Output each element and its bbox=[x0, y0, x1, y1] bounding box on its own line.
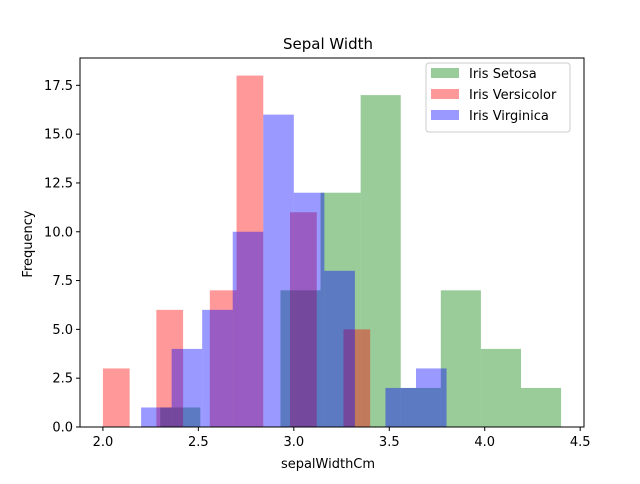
y-tick-label: 15.0 bbox=[44, 128, 73, 143]
bar-iris-virginica-5 bbox=[293, 192, 325, 427]
y-tick-label: 2.5 bbox=[52, 372, 73, 387]
y-axis: 0.0 2.5 5.0 7.5 10.0 12.5 15.0 17.5 bbox=[44, 79, 80, 436]
bars-layer bbox=[102, 75, 562, 428]
bar-iris-setosa-0 bbox=[160, 407, 201, 427]
bar-iris-virginica-4 bbox=[263, 114, 294, 427]
bar-iris-virginica-6 bbox=[324, 270, 355, 427]
y-tick-label: 7.5 bbox=[52, 274, 73, 289]
bar-iris-virginica-3 bbox=[232, 231, 264, 427]
y-tick-label: 17.5 bbox=[44, 79, 73, 94]
x-tick-label: 4.0 bbox=[474, 435, 495, 450]
x-tick-label: 2.0 bbox=[93, 435, 114, 450]
bar-iris-versicolor-9 bbox=[343, 329, 371, 427]
y-tick-label: 10.0 bbox=[44, 225, 73, 240]
x-tick-label: 3.0 bbox=[283, 435, 304, 450]
legend-label-iris-setosa: Iris Setosa bbox=[469, 67, 537, 82]
y-tick-label: 12.5 bbox=[44, 176, 73, 191]
plot-frame bbox=[79, 57, 585, 428]
bar-iris-setosa-7 bbox=[440, 290, 481, 427]
legend-frame bbox=[425, 62, 571, 133]
bar-iris-setosa-5 bbox=[360, 95, 401, 427]
bar-iris-virginica-0 bbox=[141, 407, 172, 427]
bar-iris-setosa-4 bbox=[320, 192, 361, 427]
y-tick-label: 5.0 bbox=[52, 323, 73, 338]
y-tick-label: 0.0 bbox=[52, 421, 73, 436]
legend-swatch-iris-setosa bbox=[431, 68, 459, 78]
bar-iris-virginica-2 bbox=[202, 309, 233, 427]
legend-label-iris-virginica: Iris Virginica bbox=[469, 109, 549, 124]
bar-iris-versicolor-4 bbox=[209, 290, 237, 427]
x-tick-label: 3.5 bbox=[379, 435, 400, 450]
bar-iris-versicolor-5 bbox=[236, 75, 264, 428]
bar-iris-setosa-8 bbox=[480, 348, 521, 427]
chart-title: Sepal Width bbox=[283, 35, 373, 53]
bar-iris-virginica-1 bbox=[171, 348, 203, 427]
bar-iris-setosa-6 bbox=[400, 387, 441, 427]
bar-iris-setosa-9 bbox=[521, 387, 562, 427]
x-axis-label: sepalWidthCm bbox=[281, 457, 375, 472]
bar-iris-setosa-3 bbox=[280, 290, 321, 427]
legend-swatch-iris-virginica bbox=[431, 110, 459, 120]
x-tick-label: 4.5 bbox=[570, 435, 591, 450]
legend-items: Iris Setosa Iris Versicolor Iris Virginica bbox=[431, 67, 557, 124]
legend-swatch-iris-versicolor bbox=[431, 89, 459, 99]
bar-iris-versicolor-7 bbox=[290, 212, 317, 427]
x-tick-label: 2.5 bbox=[188, 435, 209, 450]
bar-iris-versicolor-0 bbox=[102, 368, 130, 427]
x-axis: 2.0 2.5 3.0 3.5 4.0 4.5 bbox=[93, 427, 591, 450]
bar-iris-virginica-9 bbox=[416, 368, 447, 427]
legend-label-iris-versicolor: Iris Versicolor bbox=[469, 88, 557, 103]
bar-iris-virginica-8 bbox=[385, 387, 416, 427]
legend: Iris Setosa Iris Versicolor Iris Virginica bbox=[425, 62, 571, 133]
bar-iris-versicolor-2 bbox=[156, 309, 184, 427]
y-axis-label: Frequency bbox=[21, 210, 36, 277]
